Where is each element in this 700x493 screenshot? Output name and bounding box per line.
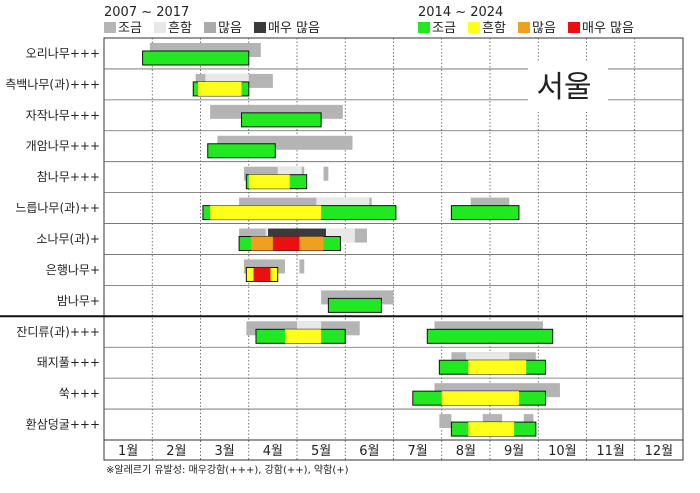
bar-2014-2024 [327,297,382,313]
bar-2014-2024 [241,112,322,128]
bar-2014-2024 [210,205,322,220]
row-label: 돼지풀+++ [37,356,100,370]
legend-swatch-old [204,22,216,33]
region-label: 서울 [536,70,591,105]
bar-2014-2024 [450,205,520,221]
bar-2014-2024 [272,236,300,251]
bar-2014-2024 [468,360,527,375]
bars-layer [142,43,560,437]
legend-label-old: 흔함 [168,21,192,36]
bar-2007-2017 [439,414,452,429]
row-label: 개암나무+++ [26,139,100,153]
row-label: 측백나무(과)+++ [5,77,100,91]
footnote: ※알레르기 유발성: 매우강함(+++), 강함(++), 약함(+) [106,464,349,476]
x-tick-label: 8월 [456,444,476,459]
legend-label-new: 조금 [432,21,456,36]
legend-label-old: 조금 [118,21,142,36]
bar-2014-2024 [441,391,519,406]
bar-2014-2024 [468,422,515,437]
legend-label-new: 흔함 [482,21,506,36]
bar-2007-2017 [323,166,329,181]
legend-label-new: 매우 많음 [582,21,634,36]
legend-swatch-new [518,22,530,33]
row-label: 은행나무+ [46,262,100,277]
row-labels-layer: 오리나무+++ 측백나무(과)+++ 자작나무+++ 개암나무+++ 참나무+++ 느릅나… [5,46,100,431]
legend-swatch-new [418,22,430,33]
x-tick-labels-layer: 1월 2월 3월 4월 5월 6월 7월 8월 9월 10월 11월 12월 [118,444,673,459]
x-tick-label: 5월 [311,444,331,459]
bar-2014-2024 [207,143,276,159]
x-tick-label: 6월 [359,444,379,459]
x-tick-label: 10월 [548,444,577,459]
legend-swatch-old [104,22,116,33]
region-label-background [528,62,608,112]
row-label: 잔디류(과)+++ [16,325,100,339]
x-tick-label: 12월 [645,444,674,459]
legend-swatch-old [254,22,266,33]
row-label: 오리나무+++ [26,46,100,60]
bar-2014-2024 [248,174,290,189]
grid-layer [0,37,684,461]
legend-swatch-old [154,22,166,33]
x-tick-label: 1월 [118,444,138,459]
x-tick-label: 9월 [504,444,524,459]
x-tick-label: 2월 [166,444,186,459]
bar-2014-2024 [284,329,322,344]
row-label: 참나무+++ [37,170,100,184]
legend-label-old: 많음 [218,21,242,36]
bar-2014-2024 [198,81,242,96]
legend-label-old: 매우 많음 [268,21,320,36]
legend-label-new: 많음 [532,21,556,36]
row-label: 쑥+++ [59,387,100,401]
bar-2014-2024 [426,328,554,344]
row-label: 느릅나무(과)++ [15,201,100,215]
row-label: 환삼덩굴+++ [26,418,100,432]
bar-2007-2017 [523,414,534,429]
bar-2014-2024 [253,267,271,282]
legend-swatch-new [568,22,580,33]
legend-title-old: 2007 ~ 2017 [104,5,189,20]
bar-2014-2024 [142,50,250,66]
x-tick-label: 7월 [408,444,428,459]
row-label: 소나무(과)+ [36,232,100,246]
x-tick-label: 4월 [263,444,283,459]
x-tick-label: 11월 [596,444,625,459]
row-label: 자작나무+++ [26,108,100,122]
bar-2007-2017 [299,259,305,274]
legend-title-new: 2014 ~ 2024 [418,5,503,20]
row-label: 밤나무+ [57,294,100,308]
legend-swatch-new [468,22,480,33]
x-tick-label: 3월 [215,444,235,459]
